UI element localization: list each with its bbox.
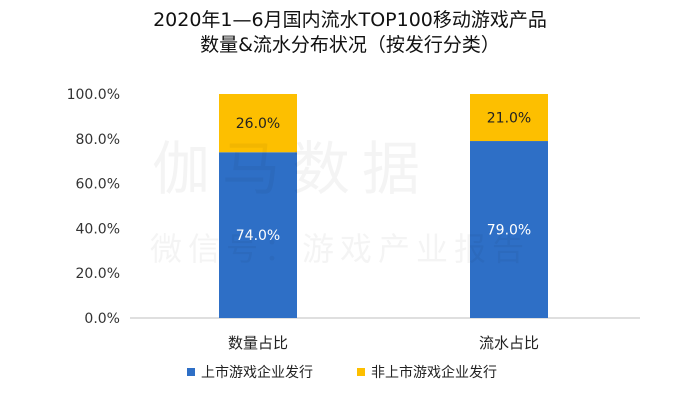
legend-swatch <box>187 368 195 376</box>
chart-title-line2: 数量&流水分布状况（按发行分类） <box>200 34 500 56</box>
bar-segment-listed <box>470 141 548 318</box>
data-label: 26.0% <box>236 116 280 132</box>
y-tick-label: 60.0% <box>76 177 120 193</box>
y-tick-label: 100.0% <box>67 87 120 103</box>
data-label: 21.0% <box>487 111 531 127</box>
legend-label: 上市游戏企业发行 <box>201 364 313 381</box>
y-tick-label: 80.0% <box>76 132 120 148</box>
watermark-logo-text: 伽马数据 <box>152 122 432 206</box>
legend-label: 非上市游戏企业发行 <box>371 364 497 381</box>
data-label: 74.0% <box>236 228 280 244</box>
chart-title-line1: 2020年1—6月国内流水TOP100移动游戏产品 <box>153 9 547 31</box>
watermark-wechat-text: 微信号：游戏产业报告 <box>150 224 530 270</box>
y-tick-label: 40.0% <box>76 221 120 237</box>
bar-segment-unlisted <box>470 94 548 142</box>
y-tick-label: 0.0% <box>84 311 120 327</box>
category-label: 数量占比 <box>228 334 288 352</box>
legend-swatch <box>357 368 365 376</box>
data-label: 79.0% <box>487 223 531 239</box>
y-tick-label: 20.0% <box>76 266 120 282</box>
bar-segment-listed <box>219 152 297 318</box>
category-label: 流水占比 <box>479 334 539 352</box>
bar-segment-unlisted <box>219 94 297 153</box>
